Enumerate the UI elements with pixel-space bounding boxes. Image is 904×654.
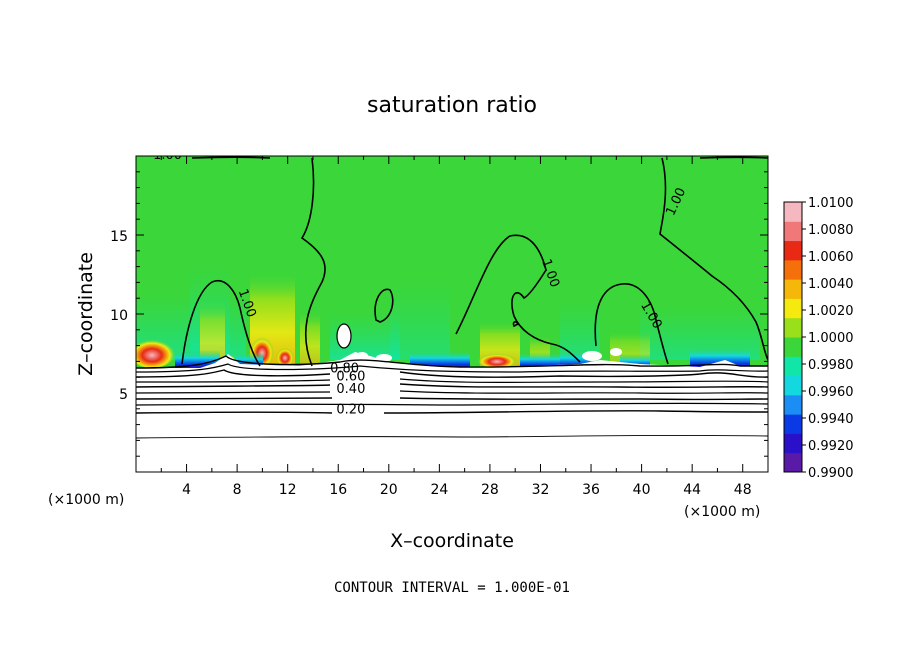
contour-0-90: [136, 355, 768, 369]
colorbar-tick-label: 1.0080: [808, 223, 854, 238]
colorbar-segment: [784, 259, 802, 280]
colorbar-segment: [784, 298, 802, 319]
contour-label: 0.80: [330, 361, 359, 376]
x-tick-label: 44: [683, 482, 701, 498]
contour-1-00-plume-d: [594, 283, 669, 365]
x-tick-label: 36: [582, 482, 600, 498]
contour-1-00-top-left: [191, 156, 271, 159]
colorbar-segment: [784, 414, 802, 434]
contour-lines-stratified: [136, 355, 768, 439]
y-tick-label: 5: [119, 387, 128, 403]
contour-1-00-plume-a: [181, 279, 261, 367]
colorbar-segment: [784, 317, 802, 338]
x-tick-label: 8: [233, 482, 242, 498]
colorbar-segment: [784, 433, 802, 454]
contour-label: 0.20: [336, 403, 365, 418]
contour-label: 1.00: [153, 148, 182, 163]
contour-1-00-plume-b: [300, 157, 326, 367]
colorbar-tick-label: 1.0060: [808, 250, 854, 265]
colorbar-tick-label: 0.9960: [808, 385, 854, 400]
colorbar-tick-label: 0.9940: [808, 412, 854, 427]
y-tick-label: 15: [110, 229, 128, 245]
x-tick-label: 48: [734, 482, 752, 498]
contour-lines-upper: [181, 156, 768, 367]
contour-0-70: [136, 378, 768, 383]
x-tick-label: 20: [380, 482, 398, 498]
y-axis: 5 10 15: [110, 171, 768, 457]
contour-1-00-top-right: [699, 156, 768, 159]
colorbar-segment: [784, 337, 802, 357]
contour-labels: 1.001.001.001.001.000.800.600.400.20: [153, 148, 689, 418]
x-unit-left: (×1000 m): [48, 492, 124, 508]
x-tick-label: 16: [329, 482, 347, 498]
colorbar-segment: [784, 240, 802, 261]
colorbar-tick-label: 1.0100: [808, 196, 854, 211]
colorbar-segment: [784, 279, 802, 299]
contour-0-30: [136, 402, 768, 406]
x-axis: 4 8 12 16 20 24 28 32 36 40 44 48: [160, 156, 752, 498]
contour-0-85: [136, 363, 768, 373]
contour-0-80: [136, 369, 768, 378]
x-axis-label: X–coordinate: [390, 530, 514, 552]
colorbar-tick-label: 1.0020: [808, 304, 854, 319]
field-blobs: [336, 323, 622, 362]
x-tick-label: 24: [430, 482, 448, 498]
colorbar-segment: [784, 394, 802, 415]
contour-0-10: [136, 434, 768, 439]
field-texture: [136, 205, 760, 360]
contour-1-00-tiny: [512, 321, 520, 328]
x-unit-right: (×1000 m): [684, 504, 760, 520]
colorbar-segment: [784, 202, 802, 222]
colorbar-tick-label: 1.0000: [808, 331, 854, 346]
x-tick-label: 12: [279, 482, 297, 498]
plot-area: 1.001.001.001.001.000.800.600.400.20: [136, 148, 768, 472]
contour-0-60: [136, 383, 768, 388]
contour-0-40: [136, 397, 768, 401]
x-tick-label: 4: [182, 482, 191, 498]
contour-label: 0.40: [336, 382, 365, 397]
contour-interval-note: CONTOUR INTERVAL = 1.000E-01: [334, 580, 570, 596]
colorbar-segment: [784, 452, 802, 473]
colorbar-segment: [784, 221, 802, 242]
x-tick-label: 32: [532, 482, 550, 498]
colorbar: 1.0100 1.0080 1.0060 1.0040 1.0020 1.0000 0.99…: [783, 196, 854, 481]
contour-1-00-ring-small: [374, 288, 394, 323]
contour-0-20: [136, 410, 768, 414]
x-tick-label: 28: [481, 482, 499, 498]
colorbar-tick-label: 0.9920: [808, 439, 854, 454]
colorbar-tick-label: 0.9980: [808, 358, 854, 373]
x-tick-label: 40: [633, 482, 651, 498]
colorbar-tick-label: 1.0040: [808, 277, 854, 292]
contour-label: 0.60: [336, 369, 365, 384]
contour-1-00-plume-e: [659, 157, 768, 361]
contour-1-00-plume-c: [455, 234, 581, 363]
colorbar-tick-label: 0.9900: [808, 466, 854, 481]
y-tick-label: 10: [110, 308, 128, 324]
colorbar-segment: [784, 356, 802, 377]
colorbar-segment: [784, 375, 802, 396]
chart-title: saturation ratio: [367, 93, 537, 118]
contour-0-50: [136, 390, 768, 394]
y-axis-label: Z–coordinate: [75, 252, 97, 376]
